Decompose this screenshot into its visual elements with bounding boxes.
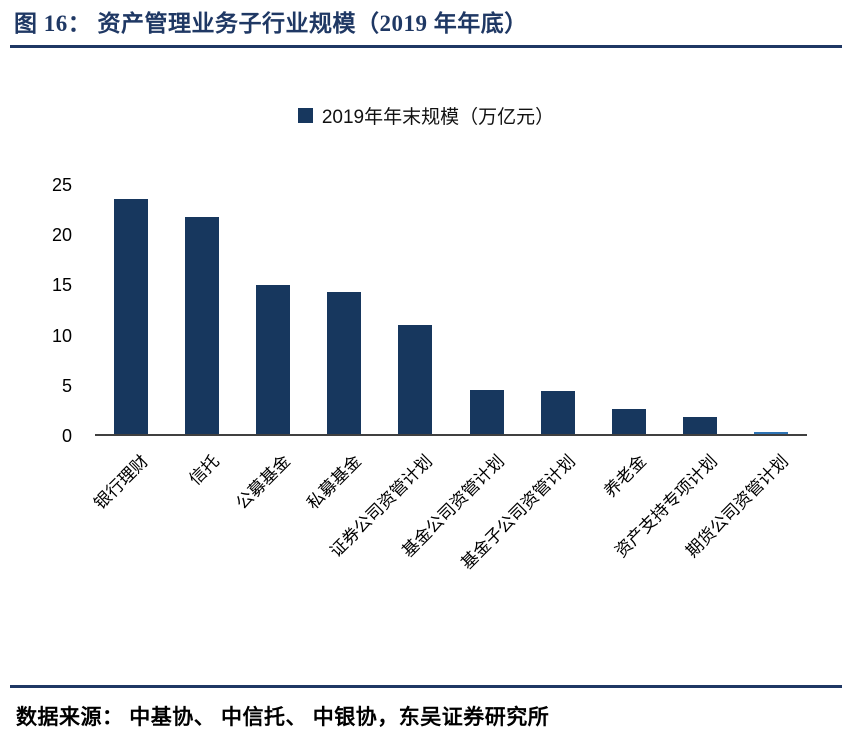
x-axis-label: 养老金 — [600, 451, 650, 502]
y-tick-label: 10 — [51, 325, 72, 346]
chart-bar-8 — [612, 408, 646, 434]
x-axis-label: 信托 — [185, 451, 223, 490]
plot-area — [95, 185, 807, 436]
chart-bar-5 — [398, 324, 433, 434]
chart-bar-10 — [754, 431, 789, 434]
y-tick-label: 20 — [51, 225, 72, 246]
legend-marker — [297, 108, 313, 123]
x-axis-label: 银行理财 — [90, 451, 152, 514]
report-footer: 数据来源： 中基协、 中信托、 中银协，东吴证券研究所 — [0, 685, 852, 748]
y-tick-label: 0 — [61, 426, 72, 446]
y-tick-label: 15 — [51, 275, 72, 296]
y-tick-label: 5 — [61, 375, 72, 396]
chart-bar-4 — [327, 292, 362, 434]
y-tick-label: 25 — [51, 175, 72, 195]
x-axis-label: 私募基金 — [303, 451, 366, 514]
chart-legend: 2019年年末规模（万亿元） — [0, 102, 852, 129]
chart-bar-1 — [113, 199, 148, 434]
figure-title: 图 16： 资产管理业务子行业规模（2019 年年底） — [14, 11, 528, 36]
chart-bar-3 — [256, 285, 290, 434]
title-divider — [10, 45, 842, 48]
x-axis-label: 公募基金 — [232, 451, 294, 514]
y-axis: 0 5 10 15 20 25 — [0, 175, 82, 446]
chart-bar-6 — [469, 389, 504, 434]
footer-divider — [10, 685, 842, 688]
chart-bar-9 — [683, 416, 718, 434]
legend-label: 2019年年末规模（万亿元） — [321, 107, 555, 128]
report-header: 图 16： 资产管理业务子行业规模（2019 年年底） — [0, 0, 852, 39]
x-axis-labels: 银行理财 信托 公募基金 私募基金 证券公司资管计划 基金公司资管计划 基金子公司资管计划养… — [90, 438, 807, 637]
chart-area: 0 5 10 15 20 25 银行理财 信托 公募基金 私募基金 证券公司资管计划 基金公司资管计… — [0, 167, 852, 637]
chart-bar-7 — [540, 390, 575, 434]
chart-bar-2 — [184, 217, 219, 434]
data-source-text: 数据来源： 中基协、 中信托、 中银协，东吴证券研究所 — [16, 705, 550, 729]
